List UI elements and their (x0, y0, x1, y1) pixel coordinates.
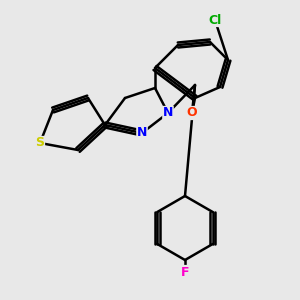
Text: O: O (187, 106, 197, 119)
Text: Cl: Cl (208, 14, 222, 26)
Text: N: N (163, 106, 173, 119)
Text: N: N (137, 127, 147, 140)
Text: S: S (35, 136, 44, 149)
Text: F: F (181, 266, 189, 278)
